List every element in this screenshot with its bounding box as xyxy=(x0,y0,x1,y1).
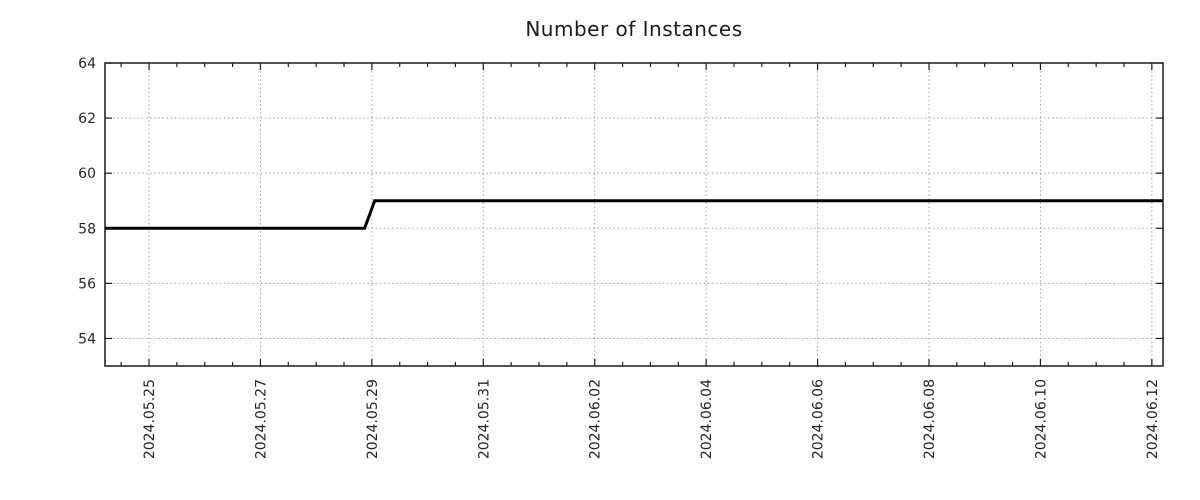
plot-border xyxy=(104,62,1164,367)
y-tick-label: 58 xyxy=(78,221,96,237)
x-tick-label: 2024.06.08 xyxy=(922,379,938,459)
x-tick-label: 2024.05.29 xyxy=(365,379,381,459)
x-tick-label: 2024.06.02 xyxy=(588,379,604,459)
series-line xyxy=(105,199,1163,230)
x-tick-label: 2024.06.04 xyxy=(699,379,715,459)
x-tick-label: 2024.06.10 xyxy=(1033,379,1049,459)
x-tick-label: 2024.06.06 xyxy=(811,379,827,459)
y-tick-label: 56 xyxy=(78,276,96,292)
x-tick-label: 2024.06.12 xyxy=(1145,379,1161,459)
chart-title: Number of Instances xyxy=(525,17,743,41)
y-tick-label: 54 xyxy=(78,331,96,347)
y-tick-label: 64 xyxy=(78,56,96,72)
x-tick-label: 2024.05.31 xyxy=(476,379,492,459)
x-tick-label: 2024.05.25 xyxy=(142,379,158,459)
y-tick-label: 62 xyxy=(78,111,96,127)
x-tick-label: 2024.05.27 xyxy=(253,379,269,459)
y-tick-label: 60 xyxy=(78,166,96,182)
